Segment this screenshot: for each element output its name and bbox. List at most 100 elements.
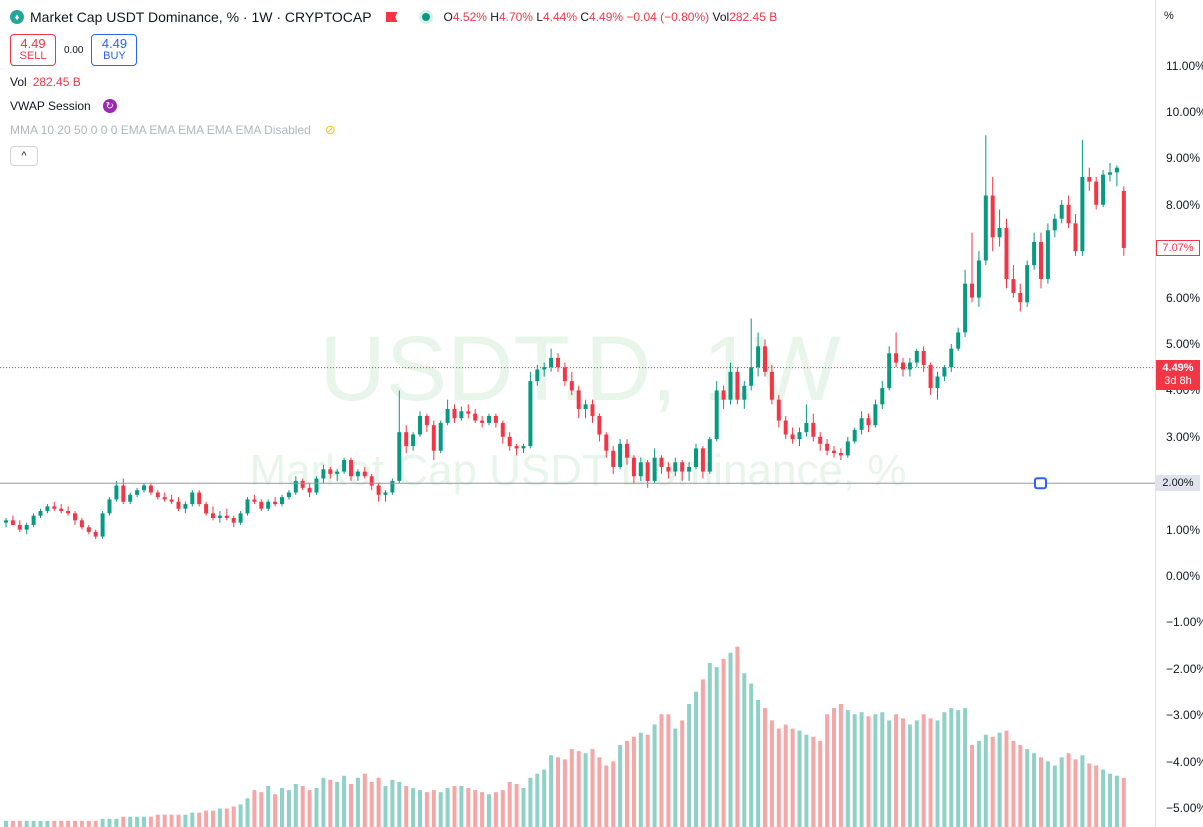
candle-body xyxy=(1094,181,1099,205)
sell-button[interactable]: 4.49 SELL xyxy=(10,34,56,66)
candle xyxy=(204,501,209,516)
eye-off-icon[interactable]: ⊘ xyxy=(324,122,336,137)
volume-bar xyxy=(45,820,50,827)
price-axis[interactable]: % 11.00%10.00%9.00%8.00%7.00%6.00%5.00%4… xyxy=(1155,0,1203,827)
candle xyxy=(355,469,360,481)
volume-bar xyxy=(825,714,830,827)
chart-pane[interactable]: USDT.D, 1W Market Cap USDT Dominance, % … xyxy=(0,0,1155,827)
candle xyxy=(1101,170,1106,208)
candle xyxy=(335,469,340,481)
candle-body xyxy=(507,436,512,447)
candle xyxy=(438,420,443,454)
candle-body xyxy=(404,432,409,447)
candle xyxy=(1066,195,1071,228)
candle-body xyxy=(852,429,857,442)
indicator-volume[interactable]: Vol 282.45 B xyxy=(10,75,81,89)
volume-bar xyxy=(983,734,988,827)
candle-body xyxy=(907,362,912,370)
candle xyxy=(93,529,98,539)
candle xyxy=(4,518,8,528)
candle-body xyxy=(880,388,885,405)
buy-button[interactable]: 4.49 BUY xyxy=(91,34,138,66)
candle-body xyxy=(17,524,22,530)
volume-bar xyxy=(231,806,236,827)
candle-body xyxy=(583,404,588,409)
volume-bar xyxy=(956,710,961,827)
candle-body xyxy=(790,434,795,440)
candle xyxy=(135,487,140,498)
candle-body xyxy=(859,418,864,430)
candle xyxy=(838,448,843,460)
candle-body xyxy=(797,432,802,440)
candle xyxy=(804,404,809,437)
candle xyxy=(328,466,333,479)
close-value: 4.49% xyxy=(589,10,624,24)
candle xyxy=(459,406,464,421)
volume-bar xyxy=(507,781,512,827)
candle xyxy=(162,492,167,502)
candle-body xyxy=(148,485,153,493)
volume-bar xyxy=(307,790,312,827)
candle xyxy=(818,432,823,451)
candle-body xyxy=(1059,204,1064,219)
volume-bar xyxy=(963,708,968,827)
candle xyxy=(314,476,319,495)
indicator-mma[interactable]: MMA 10 20 50 0 0 0 EMA EMA EMA EMA EMA D… xyxy=(10,122,336,137)
candle xyxy=(783,415,788,440)
volume-bar xyxy=(935,720,940,827)
candle-body xyxy=(825,443,830,451)
collapse-legend-button[interactable]: ^ xyxy=(10,146,38,166)
volume-bar xyxy=(59,820,64,827)
candle-body xyxy=(963,283,968,333)
candle-body xyxy=(52,506,57,509)
volume-bar xyxy=(300,786,305,827)
candle xyxy=(873,399,878,428)
candle-body xyxy=(749,367,754,386)
candle xyxy=(114,480,119,502)
candle-body xyxy=(1080,176,1085,252)
symbol-title[interactable]: Market Cap USDT Dominance, % · 1W · CRYP… xyxy=(30,9,372,25)
candle xyxy=(1052,214,1057,238)
volume-bar xyxy=(280,788,284,827)
crosshair-handle[interactable] xyxy=(1034,477,1047,490)
volume-bar xyxy=(321,777,326,827)
candle xyxy=(528,371,533,449)
candle-body xyxy=(59,508,64,512)
candle xyxy=(66,506,71,516)
volume-bar xyxy=(1121,777,1126,827)
volume-bar xyxy=(183,814,188,827)
axis-unit-label[interactable]: % xyxy=(1164,10,1174,22)
candle xyxy=(1114,165,1119,187)
candle xyxy=(224,508,229,521)
volume-bar xyxy=(742,673,747,827)
candle xyxy=(431,420,436,460)
volume-bar xyxy=(86,820,91,827)
candle xyxy=(342,457,347,474)
volume-bar xyxy=(790,728,795,827)
candle-body xyxy=(328,469,333,474)
volume-bar xyxy=(452,786,457,827)
candle xyxy=(825,439,830,456)
volume-bar xyxy=(121,816,126,827)
volume-bar xyxy=(631,736,636,827)
candle xyxy=(500,420,505,444)
candle xyxy=(1080,139,1085,256)
candle xyxy=(680,460,685,481)
volume-bar xyxy=(480,792,485,827)
market-status-icon[interactable] xyxy=(421,13,430,21)
volume-bar xyxy=(921,714,926,827)
watermark-name: Market Cap USDT Dominance, % xyxy=(250,446,907,495)
axis-tick-label: 8.00% xyxy=(1166,197,1201,212)
candle-body xyxy=(1004,228,1009,280)
candle-body xyxy=(135,490,140,495)
candle-body xyxy=(66,511,71,514)
candle-body xyxy=(811,422,816,437)
candle xyxy=(797,427,802,447)
candlestick-chart[interactable]: USDT.D, 1W Market Cap USDT Dominance, % xyxy=(0,0,1155,827)
flag-icon[interactable] xyxy=(385,12,398,22)
sync-icon[interactable]: ↻ xyxy=(102,99,117,113)
candle xyxy=(307,483,312,498)
candle xyxy=(507,432,512,451)
candle-body xyxy=(631,457,636,477)
indicator-vwap[interactable]: VWAP Session ↻ xyxy=(10,98,777,114)
